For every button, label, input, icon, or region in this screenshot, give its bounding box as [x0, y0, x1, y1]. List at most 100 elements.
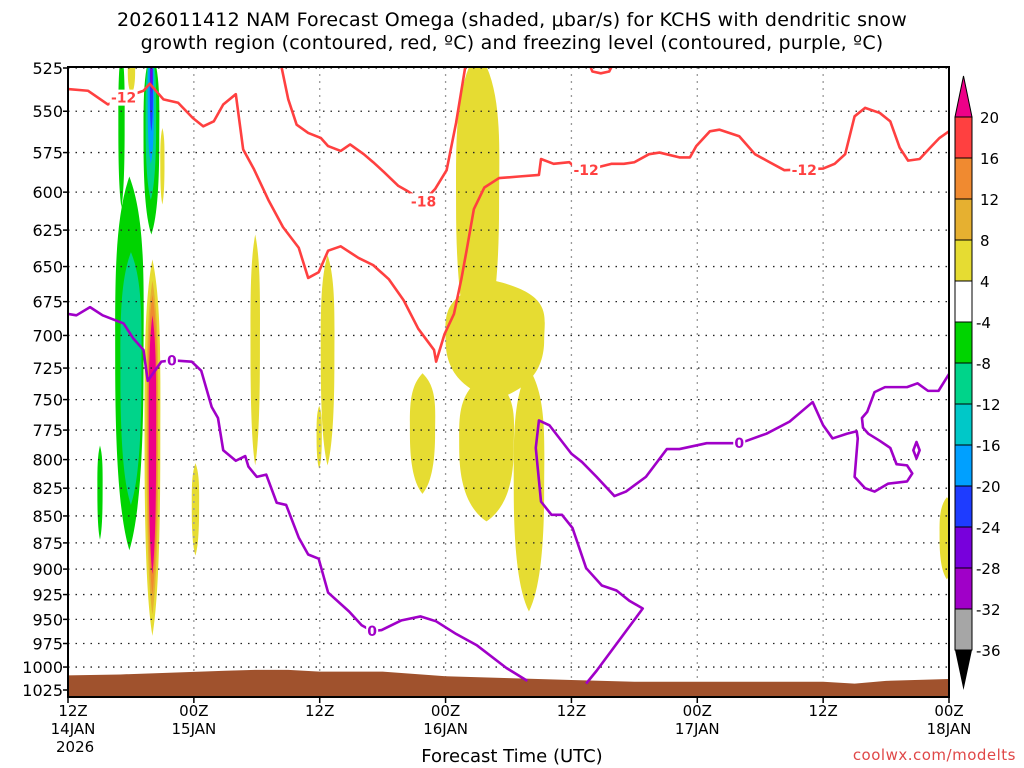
- x-tick-label: 14JAN: [51, 720, 96, 738]
- omega-region: [316, 405, 322, 469]
- colorbar-label: 12: [980, 191, 999, 209]
- omega-region: [445, 280, 545, 400]
- omega-region: [939, 497, 949, 580]
- y-tick-label: 700: [32, 326, 63, 345]
- colorbar-bin: [954, 198, 973, 241]
- terrain: [68, 669, 949, 697]
- omega-region: [250, 234, 260, 466]
- colorbar-bin: [954, 321, 973, 364]
- colorbar-bin: [954, 444, 973, 487]
- y-tick-label: 975: [32, 635, 63, 654]
- dgz-contour-label-bg: [790, 162, 819, 179]
- x-tick-label: 12Z: [58, 702, 87, 720]
- credit-link[interactable]: coolwx.com/modelts: [852, 746, 1016, 764]
- y-tick-label: 675: [32, 293, 63, 312]
- omega-shading: [97, 67, 949, 636]
- dgz-contour-label-bg: [572, 162, 601, 179]
- colorbar-label: 20: [980, 109, 999, 127]
- axes: 525 550 575 600 625 650 675 700 725 750 775 800 825 8…: [22, 59, 971, 756]
- dgz-contour-label: -12: [573, 163, 598, 179]
- freezing-level-contour-label-bg: [733, 435, 746, 452]
- x-tick-label: 15JAN: [171, 720, 216, 738]
- dgz-contour-label: -12: [792, 163, 817, 179]
- y-tick-label: 625: [32, 221, 63, 240]
- y-tick-label: 550: [32, 102, 63, 121]
- y-tick-label: 775: [32, 421, 63, 440]
- y-tick-label: 575: [32, 144, 63, 163]
- colorbar-label: 16: [980, 150, 999, 168]
- colorbar-label: -8: [976, 355, 991, 373]
- chart-title: 2026011412 NAM Forecast Omega (shaded, μ…: [0, 9, 1024, 55]
- freezing-level-contour-label: 0: [167, 353, 177, 369]
- omega-region: [320, 255, 335, 466]
- dgz-contour-label-bg: [109, 89, 138, 106]
- colorbar-bin: [954, 362, 973, 405]
- dgz-contour-line: [280, 67, 467, 203]
- x-tick-label: 12Z: [557, 702, 586, 720]
- y-tick-label: 800: [32, 451, 63, 470]
- colorbar-bin: [954, 157, 973, 200]
- colorbar-bin: [954, 280, 973, 323]
- freezing-level-contour-label-bg: [165, 352, 178, 369]
- x-axis-title: Forecast Time (UTC): [421, 746, 603, 767]
- y-tick-label: 750: [32, 391, 63, 410]
- freezing-level-contour-line: [534, 371, 949, 685]
- y-tick-label: 825: [32, 479, 63, 498]
- colorbar-bin: [954, 608, 973, 651]
- dgz-contour-label: -18: [411, 194, 436, 210]
- y-tick-label: 725: [32, 359, 63, 378]
- x-tick-label: 00Z: [934, 702, 963, 720]
- colorbar-top-extend: [954, 75, 973, 118]
- contours: -12 -12 -12 -18 0 0 0: [68, 67, 949, 685]
- dgz-contour-label: -12: [111, 91, 136, 107]
- freezing-level-contour-line: [68, 305, 529, 682]
- y-tick-label: 850: [32, 507, 63, 526]
- colorbar-bin: [954, 526, 973, 569]
- colorbar-label: 4: [980, 273, 990, 291]
- chart-title-line-2: growth region (contoured, red, ºC) and f…: [140, 32, 884, 54]
- omega-region: [160, 127, 165, 205]
- x-tick-label: 12Z: [305, 702, 334, 720]
- freezing-level-contour-line: [912, 440, 921, 460]
- colorbar-bin: [954, 116, 973, 159]
- omega-region: [148, 315, 157, 575]
- dgz-contour-line: [68, 82, 949, 363]
- y-tick-label: 1000: [22, 658, 63, 677]
- colorbar-bin: [954, 567, 973, 610]
- colorbar-bin: [954, 485, 973, 528]
- colorbar-bin: [954, 239, 973, 282]
- colorbar-label: -24: [976, 519, 1001, 537]
- omega-region: [120, 252, 142, 505]
- y-tick-label: 925: [32, 586, 63, 605]
- colorbar-bottom-extend: [955, 650, 972, 690]
- colorbar-bin: [954, 403, 973, 446]
- terrain-surface: [68, 669, 949, 697]
- y-tick-label: 600: [32, 183, 63, 202]
- y-tick-label: 950: [32, 610, 63, 629]
- y-tick-label: 525: [32, 59, 63, 78]
- x-tick-label: 18JAN: [927, 720, 972, 738]
- colorbar-label: 8: [980, 232, 990, 250]
- y-tick-label: 900: [32, 560, 63, 579]
- omega-region: [459, 374, 515, 522]
- omega-region: [409, 373, 436, 494]
- x-tick-label: 17JAN: [675, 720, 720, 738]
- colorbar-label: -36: [976, 642, 1001, 660]
- y-tick-label: 1025: [22, 681, 63, 700]
- chart-title-line-1: 2026011412 NAM Forecast Omega (shaded, μ…: [117, 9, 907, 31]
- freezing-level-contour-label-bg: [366, 623, 379, 640]
- x-tick-label: 00Z: [683, 702, 712, 720]
- colorbar-label: -28: [976, 560, 1001, 578]
- y-tick-label: 650: [32, 258, 63, 277]
- colorbar-label: -32: [976, 601, 1001, 619]
- y-tick-label: 875: [32, 534, 63, 553]
- x-tick-label: 2026: [56, 738, 94, 756]
- x-tick-label: 16JAN: [423, 720, 468, 738]
- dgz-contour-label-bg: [409, 193, 438, 210]
- omega-region: [191, 463, 200, 556]
- x-tick-label: 00Z: [431, 702, 460, 720]
- plot-frame: [67, 66, 950, 698]
- omega-region: [127, 67, 136, 95]
- x-tick-label: 00Z: [179, 702, 208, 720]
- colorbar: 20 16 12 8 4 -4 -8 -12 -16 -20 -24 -28 -32 -36: [954, 75, 1001, 690]
